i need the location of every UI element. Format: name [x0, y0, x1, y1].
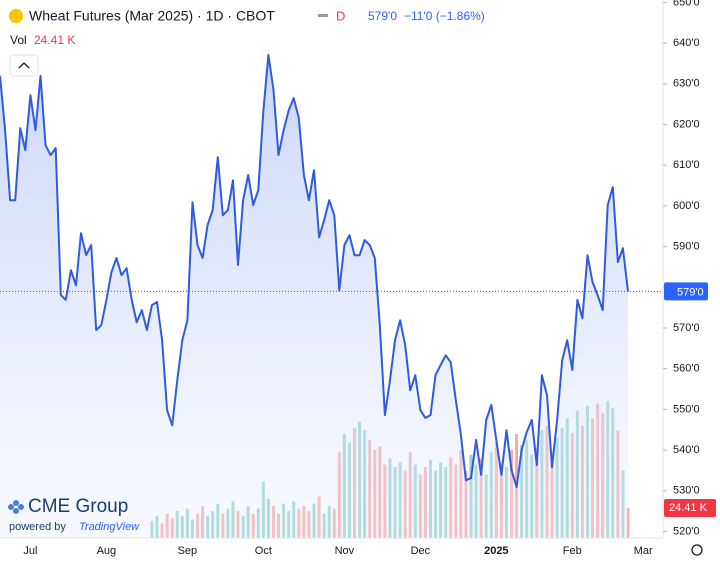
x-tick-label: Feb — [563, 545, 582, 557]
last-volume-label: 24.41 K — [669, 502, 708, 514]
separator-icon — [318, 14, 328, 17]
x-tick-label: Dec — [411, 545, 431, 557]
price-line — [0, 53, 629, 489]
y-tick-label: 530'0 — [673, 485, 700, 497]
chart-title: Wheat Futures (Mar 2025) · 1D · CBOT — [29, 8, 275, 24]
x-tick-label: 2025 — [484, 545, 508, 557]
y-tick-label: 610'0 — [673, 159, 700, 171]
y-tick-label: 620'0 — [673, 118, 700, 130]
y-tick-label: 600'0 — [673, 200, 700, 212]
x-tick-label: Jul — [23, 545, 37, 557]
axis-layer: 650'0640'0630'0620'0610'0600'0590'0580'0… — [23, 0, 699, 557]
last-volume-tag — [664, 499, 716, 517]
x-tick-label: Aug — [97, 545, 117, 557]
header-change: −11'0 (−1.86%) — [404, 9, 485, 23]
last-price-label: 579'0 — [677, 286, 704, 298]
logo-powered: powered by — [9, 521, 66, 533]
last-price-tag — [664, 282, 708, 301]
y-tick-label: 650'0 — [673, 0, 700, 8]
y-tick-label: 630'0 — [673, 78, 700, 90]
x-tick-label: Mar — [634, 545, 653, 557]
collapse-button[interactable] — [9, 54, 39, 77]
logo: CME Group powered by TradingView — [8, 496, 140, 533]
y-tick-label: 640'0 — [673, 37, 700, 49]
volume-label: Vol — [10, 33, 27, 47]
x-tick-label: Sep — [178, 545, 198, 557]
price-layer — [0, 53, 629, 539]
header: Wheat Futures (Mar 2025) · 1D · CBOT D 5… — [9, 8, 485, 77]
tags-layer[interactable]: 579'0 24.41 K — [0, 282, 716, 556]
logo-icon — [8, 500, 24, 514]
interval-badge: D — [336, 8, 345, 23]
x-tick-label: Oct — [255, 545, 272, 557]
y-tick-label: 540'0 — [673, 444, 700, 456]
logo-brand: TradingView — [79, 521, 140, 533]
y-tick-label: 590'0 — [673, 241, 700, 253]
logo-name: CME Group — [28, 496, 128, 517]
area-fill — [0, 54, 628, 539]
settings-icon — [691, 544, 703, 556]
collapse-icon — [18, 62, 30, 69]
volume-value: 24.41 K — [34, 33, 75, 47]
y-tick-label: 560'0 — [673, 363, 700, 375]
header-last: 579'0 — [368, 9, 397, 23]
symbol-icon — [9, 9, 23, 23]
y-tick-label: 550'0 — [673, 403, 700, 415]
x-tick-label: Nov — [335, 545, 355, 557]
y-tick-label: 570'0 — [673, 322, 700, 334]
y-tick-label: 520'0 — [673, 525, 700, 537]
